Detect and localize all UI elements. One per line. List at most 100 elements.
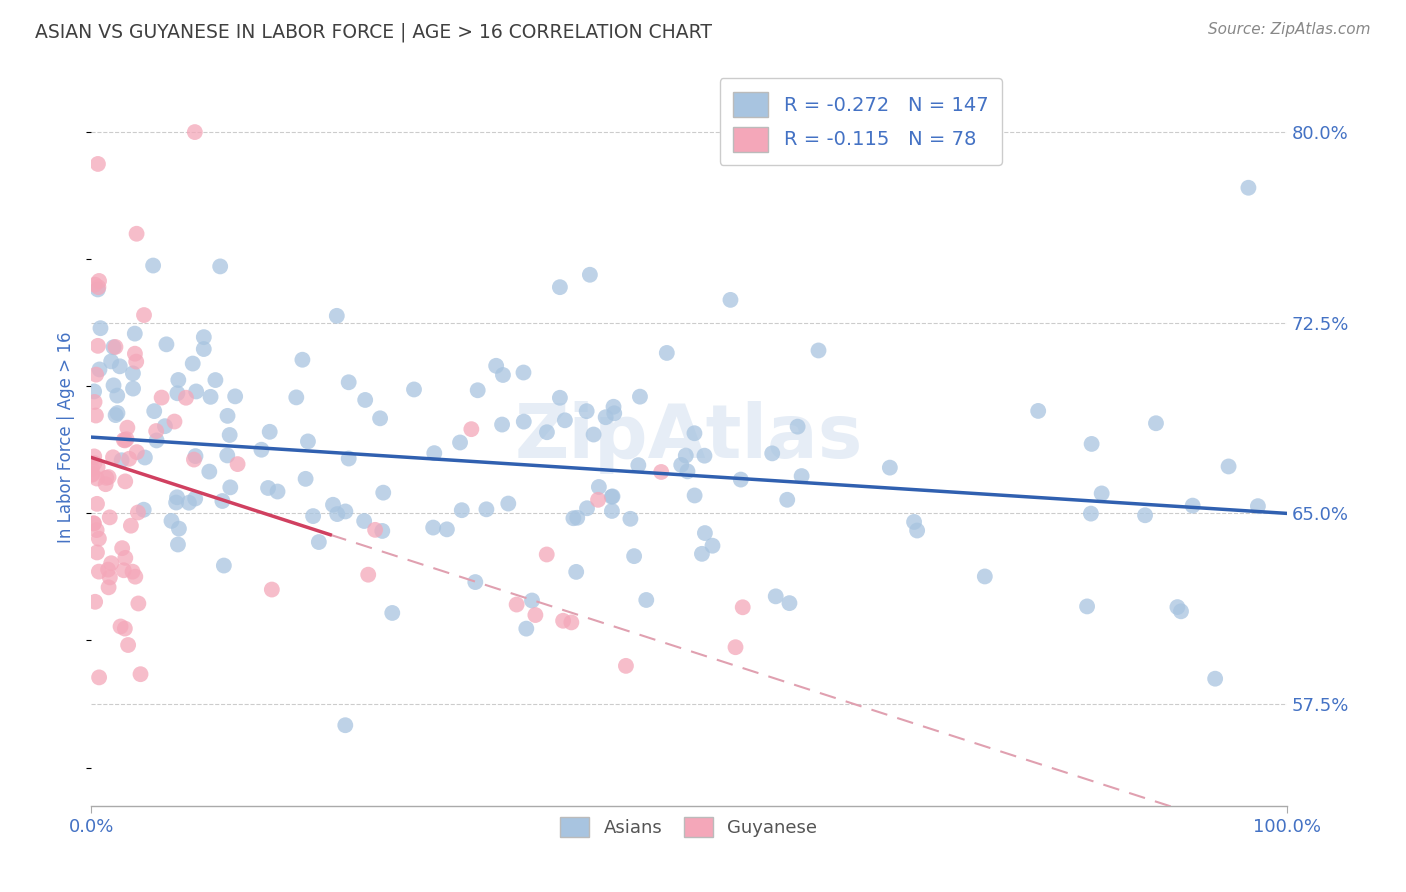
Point	[110, 619, 132, 633]
Point	[124, 569, 146, 583]
Point	[89, 321, 111, 335]
Point	[586, 492, 609, 507]
Point	[103, 340, 125, 354]
Point	[83, 384, 105, 399]
Point	[600, 490, 623, 504]
Point	[257, 481, 280, 495]
Point	[87, 157, 110, 171]
Text: Source: ZipAtlas.com: Source: ZipAtlas.com	[1208, 22, 1371, 37]
Point	[97, 563, 120, 577]
Point	[100, 556, 122, 570]
Point	[357, 567, 380, 582]
Point	[302, 509, 325, 524]
Point	[114, 622, 136, 636]
Point	[335, 718, 357, 732]
Point	[627, 458, 650, 472]
Point	[786, 419, 808, 434]
Point	[226, 457, 249, 471]
Point	[86, 497, 108, 511]
Point	[460, 422, 482, 436]
Point	[655, 346, 678, 360]
Point	[80, 462, 103, 476]
Point	[89, 362, 111, 376]
Point	[636, 593, 658, 607]
Point	[776, 492, 799, 507]
Point	[761, 446, 783, 460]
Point	[83, 516, 105, 531]
Point	[807, 343, 830, 358]
Point	[87, 532, 110, 546]
Point	[83, 450, 105, 464]
Point	[121, 565, 143, 579]
Point	[112, 433, 135, 447]
Point	[80, 467, 103, 482]
Point	[720, 293, 742, 307]
Point	[553, 614, 575, 628]
Point	[628, 390, 651, 404]
Point	[219, 480, 242, 494]
Point	[266, 484, 288, 499]
Point	[1181, 499, 1204, 513]
Point	[560, 615, 582, 630]
Point	[100, 354, 122, 368]
Point	[575, 404, 598, 418]
Point	[224, 389, 246, 403]
Point	[166, 386, 188, 401]
Point	[731, 600, 754, 615]
Point	[82, 467, 104, 481]
Point	[371, 524, 394, 538]
Point	[536, 425, 558, 440]
Point	[337, 376, 360, 390]
Point	[212, 558, 235, 573]
Point	[595, 410, 617, 425]
Point	[548, 280, 571, 294]
Point	[449, 435, 471, 450]
Point	[87, 565, 110, 579]
Point	[450, 503, 472, 517]
Point	[117, 420, 139, 434]
Point	[693, 526, 716, 541]
Point	[614, 658, 637, 673]
Point	[250, 442, 273, 457]
Point	[702, 539, 724, 553]
Point	[548, 391, 571, 405]
Point	[1204, 672, 1226, 686]
Point	[183, 452, 205, 467]
Point	[1091, 486, 1114, 500]
Point	[1170, 604, 1192, 618]
Point	[337, 451, 360, 466]
Point	[167, 522, 190, 536]
Point	[87, 280, 110, 294]
Point	[200, 390, 222, 404]
Point	[422, 520, 444, 534]
Point	[492, 368, 515, 382]
Point	[127, 597, 149, 611]
Point	[505, 598, 527, 612]
Point	[125, 445, 148, 459]
Point	[498, 497, 520, 511]
Point	[209, 260, 232, 274]
Point	[134, 450, 156, 465]
Point	[115, 432, 138, 446]
Point	[127, 506, 149, 520]
Point	[101, 450, 124, 465]
Point	[335, 504, 357, 518]
Point	[683, 426, 706, 441]
Point	[765, 590, 787, 604]
Point	[163, 415, 186, 429]
Point	[124, 326, 146, 341]
Point	[132, 502, 155, 516]
Point	[184, 125, 207, 139]
Point	[83, 277, 105, 292]
Point	[381, 606, 404, 620]
Point	[603, 406, 626, 420]
Point	[520, 593, 543, 607]
Point	[98, 510, 121, 524]
Point	[475, 502, 498, 516]
Point	[84, 409, 107, 423]
Text: ASIAN VS GUYANESE IN LABOR FORCE | AGE > 16 CORRELATION CHART: ASIAN VS GUYANESE IN LABOR FORCE | AGE >…	[35, 22, 713, 42]
Point	[322, 498, 344, 512]
Point	[905, 524, 928, 538]
Point	[675, 449, 697, 463]
Point	[97, 580, 120, 594]
